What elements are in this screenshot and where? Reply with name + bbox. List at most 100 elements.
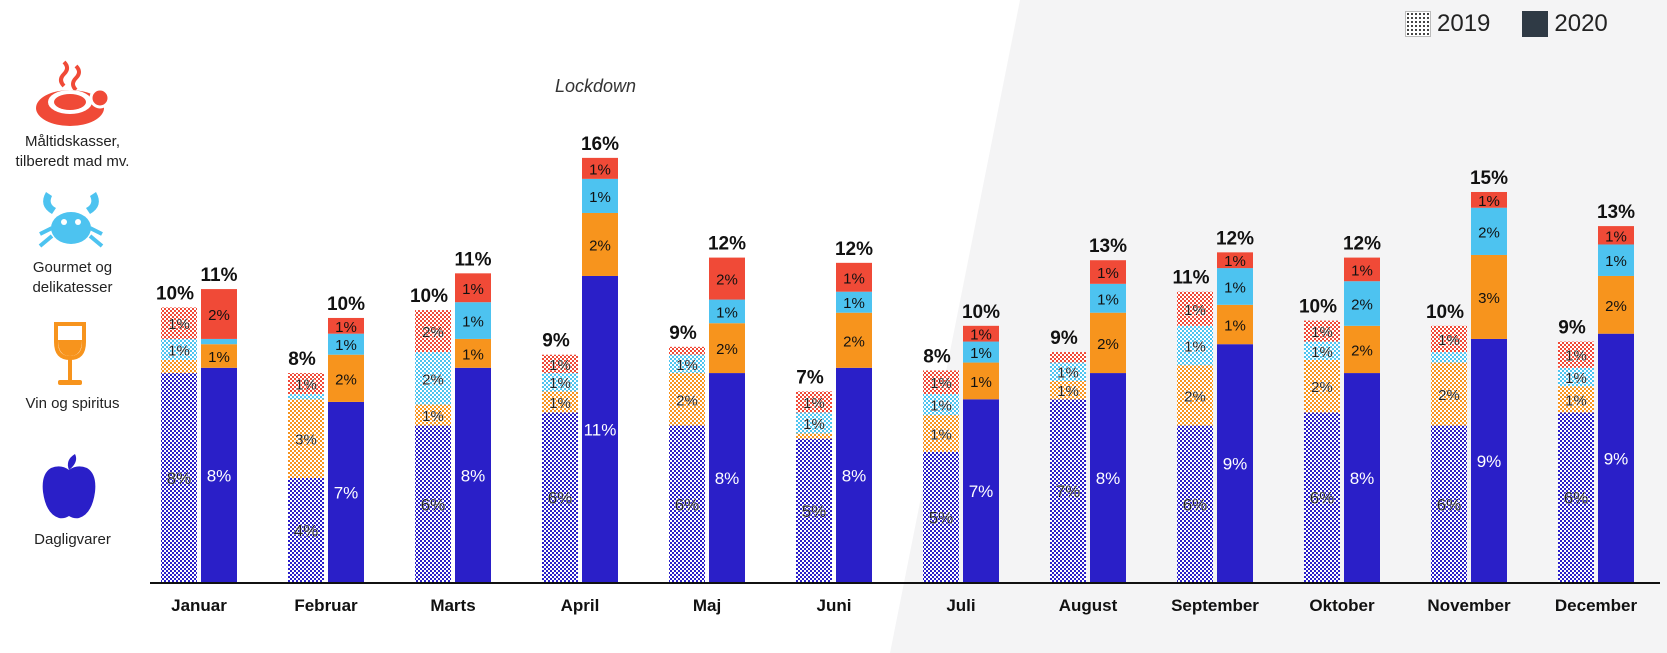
- seg-label-y2019-juni-dagligvarer: 5%: [802, 502, 827, 521]
- bar-y2020-maj-dagligvarer: [709, 373, 745, 583]
- seg-label-y2020-februar-maaltid: 1%: [335, 319, 357, 336]
- bar-y2019-september-gourmet: [1177, 325, 1213, 366]
- total-label-y2020-august: 13%: [1089, 236, 1127, 257]
- seg-label-y2019-november-vin: 2%: [1438, 387, 1460, 404]
- seg-label-y2020-august-dagligvarer: 8%: [1096, 469, 1121, 488]
- seg-label-y2020-september-maaltid: 1%: [1224, 253, 1246, 270]
- seg-label-y2019-april-dagligvarer: 6%: [548, 489, 573, 508]
- month-label-maj: Maj: [693, 596, 721, 615]
- total-label-y2020-april: 16%: [581, 134, 619, 155]
- seg-label-y2019-juli-gourmet: 1%: [930, 398, 952, 415]
- bar-y2019-marts-maaltid: [415, 310, 451, 353]
- seg-label-y2019-februar-maaltid: 1%: [295, 377, 317, 394]
- bar-y2019-november-gourmet: [1431, 352, 1467, 363]
- bar-y2019-november-vin: [1431, 362, 1467, 426]
- seg-label-y2019-april-gourmet: 1%: [549, 375, 571, 392]
- seg-label-y2019-september-vin: 2%: [1184, 388, 1206, 405]
- seg-label-y2019-oktober-gourmet: 1%: [1311, 344, 1333, 361]
- bar-y2020-januar-maaltid: [201, 289, 237, 339]
- meal-box-icon: [36, 60, 111, 126]
- seg-label-y2020-april-maaltid: 1%: [589, 161, 611, 178]
- seg-label-y2019-januar-gourmet: 1%: [168, 342, 190, 359]
- seg-label-y2019-april-maaltid: 1%: [549, 357, 571, 374]
- bar-y2019-december-gourmet: [1558, 367, 1594, 387]
- total-label-y2020-oktober: 12%: [1343, 234, 1381, 255]
- bar-y2020-august-vin: [1090, 312, 1126, 374]
- bar-y2020-december-maaltid: [1598, 226, 1634, 245]
- total-label-y2019-marts: 10%: [410, 286, 448, 307]
- seg-label-y2020-januar-dagligvarer: 8%: [207, 466, 232, 485]
- seg-label-y2019-marts-vin: 1%: [422, 408, 444, 425]
- seg-label-y2020-marts-maaltid: 1%: [462, 281, 484, 298]
- total-label-y2020-september: 12%: [1216, 228, 1254, 249]
- seg-label-y2020-februar-vin: 2%: [335, 371, 357, 388]
- bar-y2019-august-gourmet: [1050, 362, 1086, 381]
- seg-label-y2020-maj-dagligvarer: 8%: [715, 469, 740, 488]
- seg-label-y2020-april-dagligvarer: 11%: [584, 420, 617, 439]
- bar-y2020-september-vin: [1217, 304, 1253, 345]
- seg-label-y2019-februar-vin: 3%: [295, 432, 317, 449]
- seg-label-y2020-december-vin: 2%: [1605, 298, 1627, 315]
- bar-y2020-november-vin: [1471, 254, 1507, 339]
- seg-label-y2020-marts-dagligvarer: 8%: [461, 466, 486, 485]
- seg-label-y2019-januar-maaltid: 1%: [168, 316, 190, 333]
- bar-y2020-februar-maaltid: [328, 317, 364, 334]
- month-label-marts: Marts: [430, 596, 475, 615]
- seg-label-y2019-december-gourmet: 1%: [1565, 370, 1587, 387]
- total-label-y2020-juli: 10%: [962, 302, 1000, 323]
- bar-y2019-marts-vin: [415, 404, 451, 426]
- month-label-juli: Juli: [946, 596, 975, 615]
- bar-y2020-december-gourmet: [1598, 244, 1634, 276]
- bar-y2019-februar-maaltid: [288, 373, 324, 395]
- total-label-y2019-juli: 8%: [923, 346, 951, 367]
- bar-y2020-februar-dagligvarer: [328, 401, 364, 583]
- bar-y2019-november-dagligvarer: [1431, 425, 1467, 583]
- bar-y2019-januar-gourmet: [161, 338, 197, 360]
- bar-y2019-april-maaltid: [542, 354, 578, 374]
- total-label-y2019-september: 11%: [1173, 268, 1210, 289]
- bar-y2019-september-vin: [1177, 365, 1213, 426]
- bar-y2019-oktober-maaltid: [1304, 320, 1340, 342]
- seg-label-y2020-august-vin: 2%: [1097, 336, 1119, 353]
- seg-label-y2019-marts-gourmet: 2%: [422, 371, 444, 388]
- seg-label-y2020-oktober-dagligvarer: 8%: [1350, 469, 1375, 488]
- seg-label-y2020-januar-vin: 1%: [208, 349, 230, 366]
- seg-label-y2019-december-dagligvarer: 6%: [1564, 489, 1589, 508]
- lockdown-annotation: Lockdown: [555, 76, 637, 96]
- crab-icon: [38, 192, 104, 248]
- seg-label-y2019-maj-dagligvarer: 6%: [675, 495, 700, 514]
- bar-y2020-september-gourmet: [1217, 268, 1253, 305]
- seg-label-y2020-april-vin: 2%: [589, 237, 611, 254]
- bar-y2019-oktober-vin: [1304, 359, 1340, 413]
- legend-label-2020: 2020: [1554, 10, 1608, 37]
- side-label-wine: Vin og spiritus: [0, 394, 145, 414]
- bar-y2020-februar-gourmet: [328, 333, 364, 355]
- seg-label-y2020-februar-dagligvarer: 7%: [334, 483, 359, 502]
- total-label-y2019-januar: 10%: [156, 283, 194, 304]
- bar-y2019-september-maaltid: [1177, 291, 1213, 326]
- bar-y2020-januar-dagligvarer: [201, 367, 237, 583]
- bar-y2019-januar-vin: [161, 359, 197, 374]
- seg-label-y2019-november-dagligvarer: 6%: [1437, 495, 1462, 514]
- seg-label-y2020-marts-gourmet: 1%: [462, 314, 484, 331]
- bar-y2020-marts-vin: [455, 338, 491, 368]
- total-label-y2019-maj: 9%: [669, 323, 697, 344]
- seg-label-y2019-december-vin: 1%: [1565, 392, 1587, 409]
- bar-y2020-august-maaltid: [1090, 260, 1126, 284]
- seg-label-y2020-september-gourmet: 1%: [1224, 279, 1246, 296]
- seg-label-y2019-juni-maaltid: 1%: [803, 395, 825, 412]
- seg-label-y2019-marts-maaltid: 2%: [422, 324, 444, 341]
- total-label-y2019-februar: 8%: [288, 349, 316, 370]
- side-label-wine-line1: Vin og spiritus: [25, 395, 120, 412]
- legend-item-2020: 2020: [1522, 10, 1608, 38]
- side-label-gourmet-line1: Gourmet og: [32, 259, 113, 276]
- bar-y2019-februar-vin: [288, 399, 324, 479]
- bar-y2020-marts-gourmet: [455, 302, 491, 339]
- bar-y2020-juni-gourmet: [836, 291, 872, 313]
- wine-glass-icon: [54, 322, 86, 385]
- seg-label-y2019-juli-dagligvarer: 5%: [929, 508, 954, 527]
- month-label-januar: Januar: [171, 596, 227, 615]
- bar-y2020-april-vin: [582, 212, 618, 276]
- total-label-y2019-november: 10%: [1426, 302, 1464, 323]
